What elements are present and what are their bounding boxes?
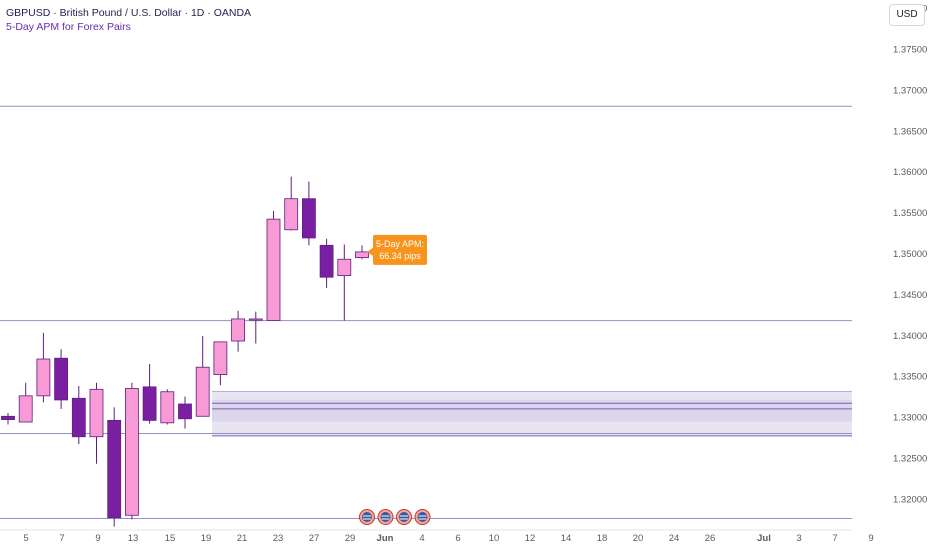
candle-body [160, 391, 175, 424]
price-tick-label: 1.33500 [893, 372, 927, 383]
time-tick-label: 23 [273, 533, 284, 544]
time-tick-label: 24 [669, 533, 680, 544]
time-tick-label: 27 [309, 533, 320, 544]
time-tick-label: 14 [561, 533, 572, 544]
candle-body [142, 386, 157, 421]
event-flag-icon[interactable] [414, 509, 431, 525]
candle-body [301, 198, 316, 239]
candle[interactable] [125, 382, 139, 520]
gap-zone-inner [212, 399, 852, 422]
candle-body [89, 388, 104, 438]
event-flag-inner [399, 512, 409, 522]
time-tick-label: 29 [345, 533, 356, 544]
event-flag-inner [417, 512, 428, 522]
candle[interactable] [160, 389, 175, 425]
time-tick-label: 9 [868, 533, 873, 544]
candle-body [355, 251, 369, 258]
event-flag-inner [380, 512, 391, 522]
time-tick-label: 5 [23, 533, 28, 544]
indicator-title[interactable]: 5-Day APM for Forex Pairs [6, 21, 131, 33]
candle-body [248, 318, 263, 321]
event-flag-inner [362, 512, 372, 522]
candle[interactable] [337, 244, 352, 321]
candle-body [195, 366, 210, 417]
candle-body [18, 395, 33, 423]
time-tick-label: 7 [832, 533, 837, 544]
candle-body [266, 218, 281, 321]
candle[interactable] [142, 363, 157, 424]
time-tick-label: 10 [489, 533, 500, 544]
price-tick-label: 1.32500 [893, 454, 927, 465]
time-tick-label: 12 [525, 533, 536, 544]
time-tick-label: 9 [95, 533, 100, 544]
candle-body [213, 341, 228, 375]
candle[interactable] [178, 396, 192, 429]
price-tick-label: 1.32000 [893, 494, 927, 505]
candle[interactable] [355, 245, 369, 260]
candle-body [107, 419, 122, 519]
candle[interactable] [1, 413, 15, 425]
price-axis[interactable] [852, 0, 932, 550]
candle-body [125, 388, 139, 516]
time-tick-label: 6 [455, 533, 460, 544]
price-tick-label: 1.35500 [893, 208, 927, 219]
currency-button[interactable]: USD [889, 4, 925, 26]
apm-label-title: 5-Day APM: [376, 239, 424, 249]
price-tick-label: 1.37500 [893, 44, 927, 55]
candle[interactable] [231, 310, 246, 352]
price-tick-label: 1.35000 [893, 249, 927, 260]
time-tick-label: Jun [377, 533, 394, 544]
candle-body [319, 244, 334, 278]
candle[interactable] [54, 349, 68, 409]
time-tick-label: 3 [796, 533, 801, 544]
time-tick-label: 20 [633, 533, 644, 544]
candle[interactable] [89, 382, 104, 464]
candle-body [54, 357, 68, 401]
candle[interactable] [319, 238, 334, 288]
time-tick-label: 15 [165, 533, 176, 544]
candle-body [231, 318, 246, 342]
price-tick-label: 1.34500 [893, 290, 927, 301]
apm-label-value: 66.34 pips [379, 251, 421, 261]
candle[interactable] [107, 407, 122, 527]
time-tick-label: 19 [201, 533, 212, 544]
time-tick-label: 21 [237, 533, 248, 544]
candle[interactable] [195, 336, 210, 417]
candle[interactable] [213, 341, 228, 386]
event-flag-icon[interactable] [396, 509, 412, 525]
event-flag-icon[interactable] [359, 509, 375, 525]
event-flag-icon[interactable] [377, 509, 394, 525]
time-tick-label: 26 [705, 533, 716, 544]
price-tick-label: 1.36500 [893, 126, 927, 137]
time-tick-label: 18 [597, 533, 608, 544]
candle[interactable] [71, 386, 86, 445]
time-tick-label: 7 [59, 533, 64, 544]
time-tick-label: 13 [128, 533, 139, 544]
symbol-title[interactable]: GBPUSD · British Pound / U.S. Dollar · 1… [6, 7, 252, 19]
candle-body [178, 403, 192, 420]
candle-body [71, 397, 86, 438]
candle[interactable] [284, 176, 299, 231]
price-tick-label: 1.34000 [893, 331, 927, 342]
time-tick-label: 4 [419, 533, 424, 544]
price-tick-label: 1.33000 [893, 413, 927, 424]
chart-header: GBPUSD · British Pound / U.S. Dollar · 1… [6, 6, 251, 34]
candle-body [337, 258, 352, 276]
candle[interactable] [301, 181, 316, 246]
candle[interactable] [266, 210, 281, 321]
candle-body [36, 358, 51, 397]
apm-label-pointer [367, 247, 373, 256]
candle[interactable] [36, 332, 51, 403]
candle[interactable] [248, 311, 263, 344]
candle[interactable] [18, 382, 33, 423]
apm-label [373, 234, 427, 265]
candle-body [284, 198, 299, 231]
time-tick-label: Jul [757, 533, 771, 544]
candle-body [1, 415, 15, 420]
price-tick-label: 1.37000 [893, 85, 927, 96]
price-tick-label: 1.36000 [893, 167, 927, 178]
